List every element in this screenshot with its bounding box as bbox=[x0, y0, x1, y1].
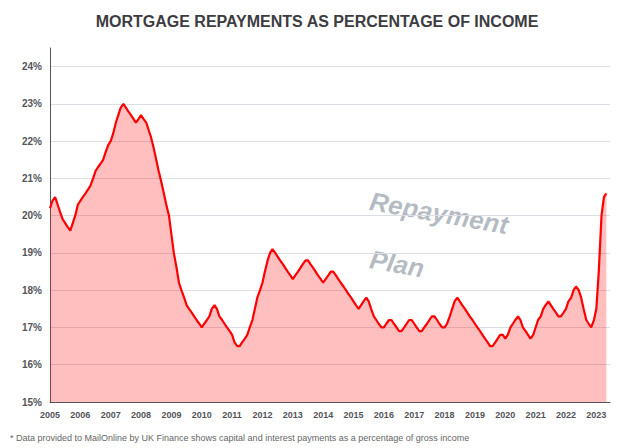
svg-text:2014: 2014 bbox=[313, 410, 333, 420]
svg-text:2006: 2006 bbox=[70, 410, 90, 420]
svg-text:MORTGAGE REPAYMENTS AS PERCENT: MORTGAGE REPAYMENTS AS PERCENTAGE OF INC… bbox=[96, 13, 539, 30]
svg-text:2012: 2012 bbox=[252, 410, 272, 420]
svg-text:Repayment: Repayment bbox=[367, 186, 512, 240]
svg-text:20%: 20% bbox=[22, 210, 42, 221]
svg-text:2021: 2021 bbox=[526, 410, 546, 420]
svg-text:24%: 24% bbox=[22, 61, 42, 72]
svg-text:Plan: Plan bbox=[367, 244, 426, 283]
svg-text:22%: 22% bbox=[22, 136, 42, 147]
svg-text:2019: 2019 bbox=[465, 410, 485, 420]
svg-text:2020: 2020 bbox=[495, 410, 515, 420]
svg-text:21%: 21% bbox=[22, 173, 42, 184]
svg-text:18%: 18% bbox=[22, 285, 42, 296]
svg-text:2023: 2023 bbox=[586, 410, 606, 420]
svg-text:2009: 2009 bbox=[161, 410, 181, 420]
svg-text:23%: 23% bbox=[22, 98, 42, 109]
svg-text:2017: 2017 bbox=[404, 410, 424, 420]
svg-text:2022: 2022 bbox=[556, 410, 576, 420]
svg-text:17%: 17% bbox=[22, 322, 42, 333]
svg-text:2013: 2013 bbox=[283, 410, 303, 420]
svg-text:2015: 2015 bbox=[344, 410, 364, 420]
svg-text:16%: 16% bbox=[22, 359, 42, 370]
svg-text:2005: 2005 bbox=[40, 410, 60, 420]
svg-text:15%: 15% bbox=[22, 397, 42, 408]
svg-text:2008: 2008 bbox=[131, 410, 151, 420]
svg-text:19%: 19% bbox=[22, 247, 42, 258]
svg-text:2011: 2011 bbox=[222, 410, 242, 420]
svg-text:2016: 2016 bbox=[374, 410, 394, 420]
svg-text:2010: 2010 bbox=[192, 410, 212, 420]
svg-text:2007: 2007 bbox=[101, 410, 121, 420]
svg-text:* Data provided to MailOnline: * Data provided to MailOnline by UK Fina… bbox=[10, 433, 469, 443]
svg-text:2018: 2018 bbox=[435, 410, 455, 420]
